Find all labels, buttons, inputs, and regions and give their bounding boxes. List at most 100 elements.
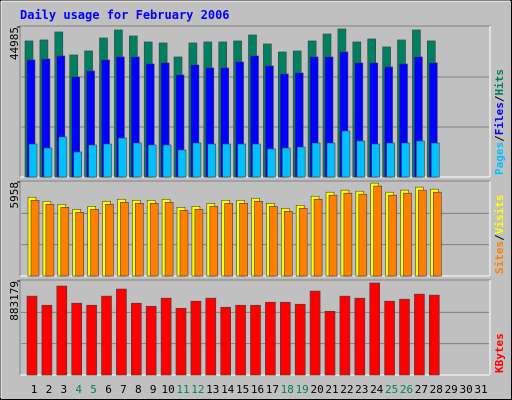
bar [179, 210, 189, 277]
legend: Sites/Visits [493, 195, 506, 275]
legend: KBytes [493, 333, 506, 373]
x-tick-label: 10 [161, 383, 174, 396]
bar [296, 146, 306, 178]
legend-entry: Files [493, 102, 506, 135]
bar [135, 202, 144, 277]
x-tick-label: 25 [385, 383, 398, 396]
bar [147, 144, 157, 178]
bar [116, 288, 127, 376]
bar [131, 302, 142, 376]
bar [26, 295, 38, 376]
bar [371, 143, 381, 178]
bar [71, 302, 82, 376]
legend-entry: Hits [493, 69, 506, 96]
bar [190, 300, 202, 376]
bar [418, 189, 427, 277]
legend-entry: KBytes [493, 333, 506, 373]
bar [194, 209, 204, 277]
x-tick-label: 12 [191, 383, 204, 396]
bar [281, 147, 291, 178]
bar [386, 142, 395, 178]
bar [56, 285, 68, 376]
bar [341, 130, 351, 178]
bar [343, 192, 353, 277]
bar [224, 202, 233, 277]
x-tick-label: 29 [445, 383, 458, 396]
bar [254, 200, 263, 277]
bar [177, 149, 187, 178]
bar [120, 201, 129, 277]
legend-entry: Pages [493, 142, 506, 175]
bar [86, 304, 97, 376]
bar [73, 151, 82, 178]
legend-entry: Visits [493, 195, 506, 235]
bar [239, 202, 248, 277]
x-tick-label: 2 [46, 383, 53, 396]
bar [105, 204, 114, 277]
x-tick-label: 30 [459, 383, 472, 396]
bar [30, 199, 40, 277]
bar [175, 307, 187, 376]
bar [294, 303, 306, 376]
bar [118, 137, 127, 178]
x-tick-label: 7 [120, 383, 127, 396]
bar [279, 301, 291, 376]
bar [356, 140, 366, 178]
x-tick-label: 26 [400, 383, 413, 396]
y-tick-label: 44985 [8, 27, 21, 60]
x-tick-label: 6 [105, 383, 112, 396]
x-tick-label: 11 [176, 383, 189, 396]
bar [192, 142, 202, 178]
bar [160, 297, 172, 376]
bar [388, 194, 397, 277]
bar [358, 193, 368, 277]
bar [250, 304, 261, 376]
x-tick-label: 3 [60, 383, 67, 396]
x-tick-label: 22 [340, 383, 353, 396]
bar [354, 297, 366, 376]
x-tick-label: 18 [281, 383, 294, 396]
bar [222, 143, 231, 178]
x-tick-label: 20 [310, 383, 323, 396]
x-tick-label: 19 [296, 383, 309, 396]
bar [237, 143, 246, 178]
bar [401, 142, 410, 178]
bar [384, 300, 395, 376]
bar [265, 301, 276, 376]
x-tick-label: 1 [31, 383, 38, 396]
bar [43, 147, 53, 178]
bar [28, 143, 38, 178]
bar [60, 207, 70, 277]
bar [428, 294, 440, 376]
x-tick-label: 16 [251, 383, 264, 396]
bar [205, 297, 217, 376]
x-tick-label: 24 [370, 383, 384, 396]
chart-title: Daily usage for February 2006 [20, 8, 230, 22]
bar [149, 202, 159, 277]
bar [220, 306, 231, 376]
bar [269, 206, 278, 277]
x-tick-label: 4 [75, 383, 82, 396]
bar [235, 304, 246, 376]
bar [75, 212, 84, 277]
x-tick-label: 28 [430, 383, 443, 396]
x-tick-label: 5 [90, 383, 97, 396]
bar [311, 142, 321, 178]
bar [298, 208, 308, 277]
x-tick-label: 14 [221, 383, 235, 396]
bar [162, 144, 172, 178]
x-tick-label: 9 [150, 383, 157, 396]
bar [45, 204, 55, 277]
bar [339, 295, 351, 376]
legend: Pages/Files/Hits [493, 69, 506, 175]
x-tick-label: 17 [266, 383, 279, 396]
legend-separator: / [493, 135, 506, 142]
bar [326, 142, 336, 178]
x-tick-label: 31 [474, 383, 487, 396]
legend-separator: / [493, 234, 506, 241]
bar [101, 295, 112, 376]
bar [58, 136, 68, 178]
bar [164, 201, 174, 277]
